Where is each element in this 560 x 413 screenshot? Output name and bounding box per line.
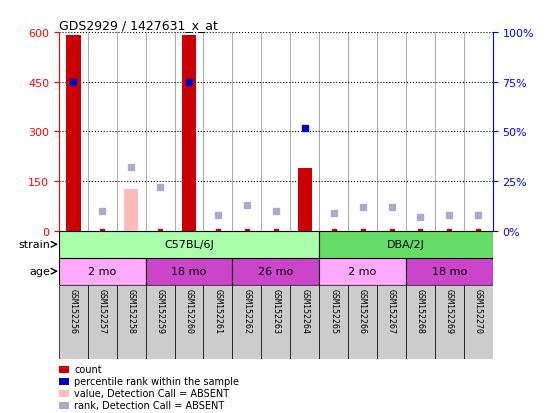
Bar bbox=[406, 285, 435, 359]
Text: GSM152256: GSM152256 bbox=[69, 289, 78, 334]
Text: GSM152261: GSM152261 bbox=[213, 289, 222, 334]
Bar bbox=[319, 258, 406, 285]
Text: GSM152269: GSM152269 bbox=[445, 289, 454, 334]
Text: GSM152263: GSM152263 bbox=[271, 289, 281, 334]
Text: GSM152268: GSM152268 bbox=[416, 289, 425, 334]
Text: GSM152259: GSM152259 bbox=[156, 289, 165, 334]
Text: GSM152260: GSM152260 bbox=[184, 289, 194, 334]
Bar bbox=[290, 285, 319, 359]
Text: 2 mo: 2 mo bbox=[348, 266, 377, 277]
Bar bbox=[146, 258, 232, 285]
Text: GSM152264: GSM152264 bbox=[300, 289, 309, 334]
Text: DBA/2J: DBA/2J bbox=[387, 240, 425, 250]
Bar bbox=[59, 285, 88, 359]
Bar bbox=[175, 285, 203, 359]
Bar bbox=[262, 285, 290, 359]
Bar bbox=[435, 285, 464, 359]
Bar bbox=[116, 285, 146, 359]
Bar bbox=[348, 285, 377, 359]
Bar bbox=[406, 258, 493, 285]
Text: GSM152267: GSM152267 bbox=[387, 289, 396, 334]
Bar bbox=[232, 285, 262, 359]
Text: 18 mo: 18 mo bbox=[171, 266, 207, 277]
Bar bbox=[203, 285, 232, 359]
Bar bbox=[88, 285, 116, 359]
Text: GSM152266: GSM152266 bbox=[358, 289, 367, 334]
Bar bbox=[319, 285, 348, 359]
Bar bbox=[232, 258, 319, 285]
Text: GDS2929 / 1427631_x_at: GDS2929 / 1427631_x_at bbox=[59, 19, 218, 32]
Text: GSM152262: GSM152262 bbox=[242, 289, 251, 334]
Bar bbox=[59, 231, 319, 258]
Bar bbox=[66, 36, 81, 231]
Text: rank, Detection Call = ABSENT: rank, Detection Call = ABSENT bbox=[74, 400, 225, 410]
Text: 26 mo: 26 mo bbox=[258, 266, 293, 277]
Bar bbox=[377, 285, 406, 359]
Bar bbox=[182, 36, 196, 231]
Text: GSM152257: GSM152257 bbox=[97, 289, 107, 334]
Text: GSM152258: GSM152258 bbox=[127, 289, 136, 334]
Text: GSM152270: GSM152270 bbox=[474, 289, 483, 334]
Text: value, Detection Call = ABSENT: value, Detection Call = ABSENT bbox=[74, 388, 230, 399]
Bar bbox=[59, 258, 146, 285]
Bar bbox=[319, 231, 493, 258]
Text: age: age bbox=[29, 266, 50, 277]
Text: 18 mo: 18 mo bbox=[432, 266, 467, 277]
Text: percentile rank within the sample: percentile rank within the sample bbox=[74, 376, 240, 387]
Text: C57BL/6J: C57BL/6J bbox=[164, 240, 214, 250]
Text: 2 mo: 2 mo bbox=[88, 266, 116, 277]
Bar bbox=[464, 285, 493, 359]
Bar bbox=[297, 169, 312, 231]
Text: strain: strain bbox=[18, 240, 50, 250]
Bar bbox=[124, 190, 138, 231]
Text: count: count bbox=[74, 365, 102, 375]
Bar bbox=[146, 285, 175, 359]
Text: GSM152265: GSM152265 bbox=[329, 289, 338, 334]
